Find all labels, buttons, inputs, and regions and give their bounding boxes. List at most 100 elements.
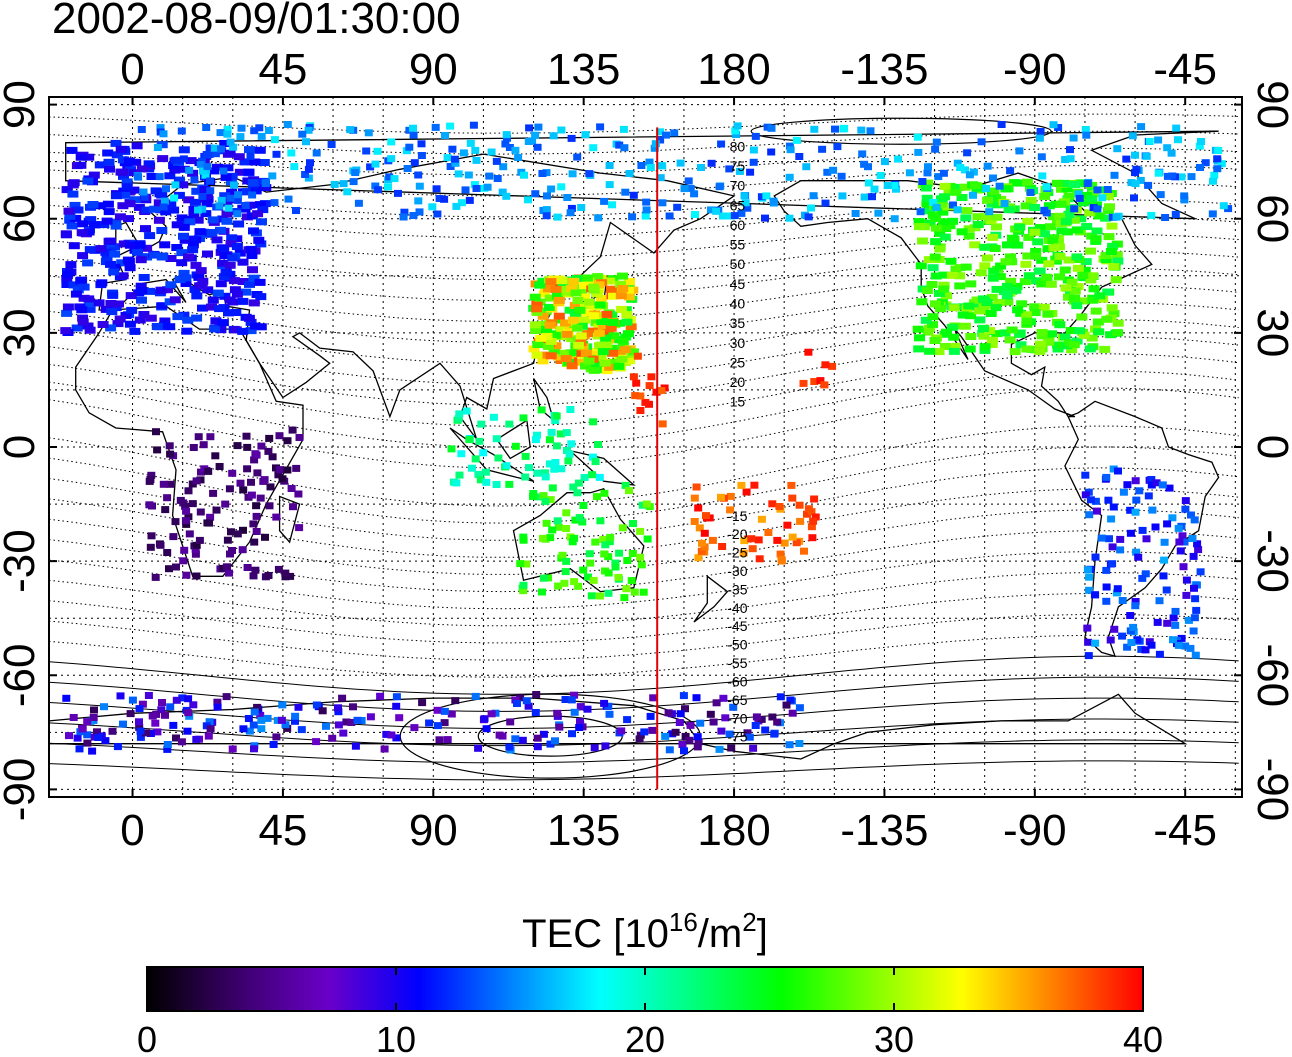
tec-sample — [366, 163, 375, 171]
tec-sample — [926, 281, 938, 288]
tec-sample — [628, 213, 637, 221]
tec-sample — [249, 322, 261, 330]
tec-sample — [700, 529, 709, 537]
tec-sample — [1201, 159, 1210, 167]
tec-sample — [219, 140, 231, 147]
tec-sample — [244, 201, 256, 209]
tec-sample — [1001, 292, 1013, 300]
right-lat-label: 0 — [1248, 435, 1292, 459]
tec-sample — [635, 735, 644, 743]
tec-sample — [270, 136, 279, 144]
tec-sample — [290, 163, 299, 171]
tec-sample — [1014, 179, 1026, 187]
tec-sample — [605, 162, 614, 169]
tec-sample — [252, 210, 264, 218]
tec-sample — [236, 479, 245, 487]
tec-sample — [600, 197, 609, 205]
tec-sample — [204, 467, 213, 475]
bottom-lon-label: 45 — [258, 806, 307, 855]
tec-sample — [283, 466, 292, 474]
tec-sample — [604, 569, 613, 577]
tec-sample — [623, 557, 632, 564]
tec-sample — [676, 710, 685, 718]
tec-sample — [531, 190, 540, 198]
bottom-lon-label: -45 — [1153, 806, 1217, 855]
tec-sample — [274, 565, 283, 573]
tec-sample — [291, 717, 299, 725]
tec-sample — [227, 528, 235, 536]
tec-sample — [117, 156, 129, 164]
tec-sample — [921, 194, 933, 202]
tec-sample — [1177, 173, 1186, 181]
tec-sample — [1107, 515, 1116, 523]
tec-sample — [1168, 514, 1177, 522]
tec-sample — [543, 192, 551, 200]
tec-sample — [1129, 623, 1138, 631]
tec-sample — [629, 373, 638, 381]
tec-sample — [181, 517, 190, 525]
tec-sample — [357, 717, 366, 724]
tec-sample — [1113, 585, 1122, 593]
tec-sample — [133, 203, 145, 211]
tec-sample — [75, 277, 87, 285]
coastline — [495, 419, 531, 460]
tec-sample — [605, 285, 617, 293]
tec-sample — [821, 361, 830, 369]
tec-sample — [1209, 177, 1217, 185]
tec-sample — [1036, 329, 1048, 336]
tec-sample — [511, 735, 520, 743]
tec-sample — [1081, 223, 1093, 230]
tec-sample — [868, 193, 876, 201]
tec-sample — [809, 192, 818, 200]
tec-sample — [727, 744, 736, 752]
tec-sample — [1061, 156, 1070, 163]
tec-sample — [993, 299, 1005, 306]
tec-sample — [642, 500, 651, 508]
tec-sample — [1080, 258, 1092, 266]
tec-sample — [172, 734, 180, 742]
tec-sample — [562, 525, 571, 532]
tec-sample — [972, 213, 984, 221]
tec-sample — [685, 736, 694, 744]
coastline — [1064, 400, 1220, 658]
tec-sample — [799, 379, 808, 387]
tec-sample — [929, 253, 941, 261]
tec-sample — [547, 185, 556, 193]
top-lon-label: 180 — [697, 45, 770, 94]
tec-sample — [934, 229, 946, 237]
tec-sample — [953, 159, 962, 167]
tec-sample — [965, 280, 977, 288]
tec-sample — [541, 326, 553, 333]
tec-sample — [1072, 283, 1084, 290]
bottom-lon-label: 0 — [120, 806, 144, 855]
tec-sample — [60, 231, 72, 239]
tec-sample — [957, 311, 969, 319]
tec-sample — [164, 172, 176, 180]
tec-sample — [681, 732, 690, 740]
tec-sample — [194, 228, 206, 236]
tec-sample — [1191, 595, 1200, 603]
tec-sample — [706, 710, 715, 718]
tec-sample — [930, 272, 942, 280]
tec-sample — [1065, 327, 1077, 334]
tec-sample — [221, 210, 233, 218]
tec-sample — [171, 221, 183, 229]
tec-sample — [435, 195, 444, 202]
tec-sample — [591, 458, 600, 466]
tec-sample — [1098, 194, 1107, 202]
tec-sample — [534, 281, 546, 289]
tec-sample — [185, 530, 194, 538]
tec-sample — [104, 165, 115, 173]
tec-sample — [462, 407, 471, 415]
tec-sample — [582, 274, 593, 282]
tec-sample — [987, 233, 999, 241]
tec-sample — [205, 177, 214, 185]
tec-sample — [476, 476, 485, 484]
left-lat-label: -60 — [0, 644, 44, 708]
tec-sample — [1145, 137, 1154, 145]
contour-label: 25 — [730, 354, 746, 370]
tec-sample — [177, 127, 186, 135]
tec-sample — [192, 216, 204, 224]
tec-sample — [545, 337, 557, 345]
tec-data-points — [60, 121, 1233, 755]
